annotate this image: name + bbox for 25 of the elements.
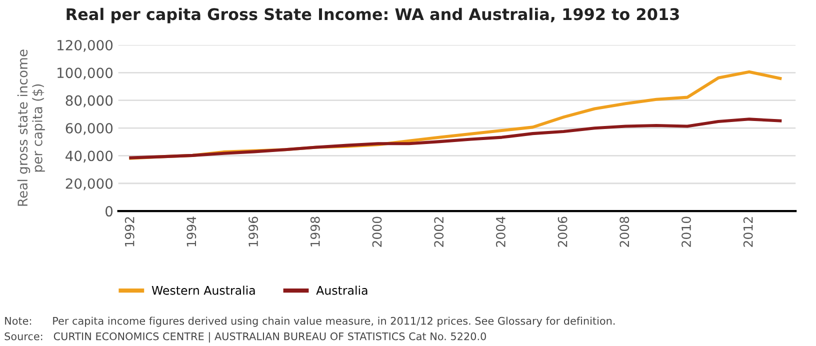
- x-tick-label: 1998: [310, 216, 320, 246]
- x-tick-label: 2004: [496, 216, 506, 247]
- source-note: Source: CURTIN ECONOMICS CENTRE | AUSTRALIAN BUREAU OF STATISTICS Cat No. 5220.0: [4, 332, 486, 343]
- y-axis-title: Real gross state income per capita ($): [17, 50, 45, 206]
- y-tick-label: 120,000: [58, 40, 113, 52]
- legend-label: Western Australia: [152, 286, 255, 295]
- chart-title: Real per capita Gross State Income: WA and Australia, 1992 to 2013: [66, 8, 679, 24]
- legend-label: Australia: [316, 286, 368, 295]
- x-tick-label: 1996: [248, 216, 258, 246]
- y-tick-label: 40,000: [66, 150, 113, 163]
- y-tick-label: 20,000: [66, 178, 113, 190]
- text: Note: Per capita income figures derived using chain value measure, in 2011/12 prices. See Glossary for definition.: [5, 316, 615, 327]
- x-tick-label: 2000: [372, 216, 382, 247]
- x-tick-label: 2012: [743, 217, 753, 247]
- y-tick-label: 80,000: [66, 95, 113, 108]
- x-tick-label: 2010: [682, 216, 691, 247]
- x-tick-label: 2006: [558, 216, 568, 247]
- y-tick-label: 0: [106, 206, 113, 217]
- y-tick-label: 100,000: [58, 68, 113, 80]
- x-tick-label: 1994: [186, 216, 196, 246]
- y-tick-label: 60,000: [66, 122, 113, 135]
- x-tick-label: 2002: [434, 217, 444, 247]
- line-series: [129, 118, 782, 160]
- x-tick-label: 2008: [620, 216, 630, 247]
- x-tick-label: 1992: [124, 217, 134, 246]
